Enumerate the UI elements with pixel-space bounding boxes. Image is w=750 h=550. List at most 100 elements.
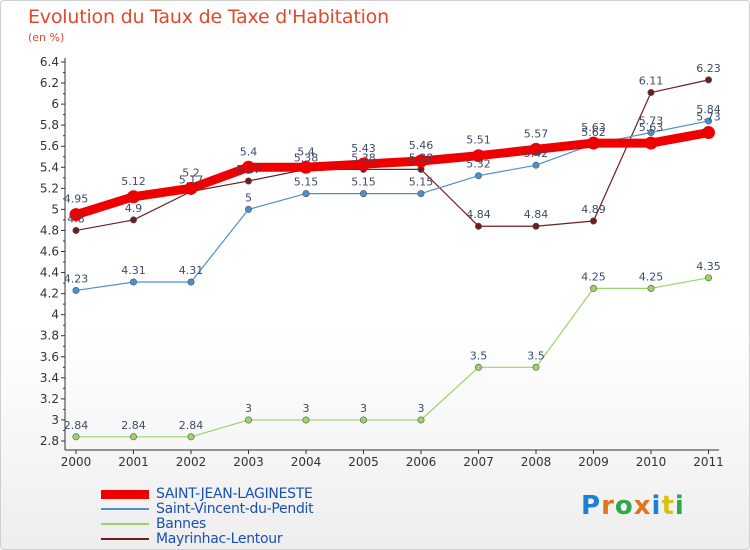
x-tick-label: 2000 [61, 455, 92, 469]
legend-label: Saint-Vincent-du-Pendit [156, 501, 314, 517]
data-point [417, 190, 425, 198]
data-label: 4.23 [64, 272, 89, 285]
data-label: 5.42 [524, 147, 549, 160]
data-label: 4.31 [121, 264, 146, 277]
y-tick-label: 3.4 [40, 371, 59, 385]
data-label: 5.17 [179, 173, 204, 186]
x-tick-label: 2002 [176, 455, 207, 469]
data-label: 3 [245, 402, 252, 415]
y-tick-label: 6.4 [40, 55, 59, 69]
data-label: 5.15 [409, 176, 434, 189]
data-label: 6.23 [696, 62, 721, 75]
data-label: 5.15 [294, 176, 319, 189]
data-label: 4.9 [125, 202, 143, 215]
x-tick-label: 2010 [636, 455, 667, 469]
data-point [647, 89, 655, 97]
logo-letter: t [661, 491, 675, 521]
x-tick-label: 2001 [118, 455, 149, 469]
series-line [74, 128, 710, 219]
data-point [302, 190, 310, 198]
data-point [245, 177, 253, 185]
data-label: 5.57 [524, 127, 549, 140]
chart-unit-label: (en %) [28, 31, 65, 44]
x-tick-label: 2011 [693, 455, 724, 469]
data-label: 5.63 [639, 121, 664, 134]
y-tick-label: 6.2 [40, 76, 59, 90]
data-label: 3 [360, 402, 367, 415]
y-tick-label: 3.6 [40, 350, 59, 364]
data-point [245, 205, 253, 213]
data-point [357, 157, 370, 171]
data-point [245, 416, 253, 424]
logo-letter: P [581, 491, 602, 521]
y-tick-label: 4.2 [40, 287, 59, 301]
series-line [75, 79, 709, 232]
data-point [702, 126, 715, 140]
data-label: 2.84 [121, 419, 146, 432]
data-label: 5.51 [466, 134, 491, 147]
legend-swatch [101, 489, 149, 499]
data-label: 4.84 [524, 208, 549, 221]
data-point [704, 76, 712, 84]
data-label: 4.25 [639, 270, 664, 283]
proxiti-logo: Proxiti [581, 491, 685, 521]
x-tick-label: 2005 [348, 455, 379, 469]
data-point [587, 136, 600, 150]
data-point [704, 117, 712, 125]
data-point [359, 190, 367, 198]
data-point [130, 433, 138, 441]
data-point [529, 142, 543, 156]
data-label: 5.63 [581, 121, 606, 134]
y-tick-label: 4.6 [40, 245, 59, 259]
data-point [72, 226, 80, 234]
data-point [472, 149, 485, 163]
chart-title: Evolution du Taux de Taxe d'Habitation [28, 6, 389, 28]
data-label: 5.32 [466, 158, 491, 171]
data-label: 4.84 [466, 208, 491, 221]
logo-letter: o [614, 491, 634, 521]
y-tick-label: 4.4 [40, 266, 59, 280]
data-point [72, 433, 80, 441]
data-label: 6.11 [639, 75, 664, 88]
y-tick-label: 5.2 [40, 181, 59, 195]
data-point [532, 161, 540, 169]
data-label: 2.84 [64, 419, 89, 432]
data-label: 5.12 [121, 175, 146, 188]
legend-label: Bannes [156, 516, 207, 532]
x-tick-label: 2003 [233, 455, 264, 469]
data-point [704, 274, 712, 282]
data-point [72, 286, 80, 294]
data-label: 5.62 [581, 126, 606, 139]
data-label: 3.5 [527, 349, 545, 362]
data-label: 3 [418, 402, 425, 415]
y-tick-label: 5.4 [40, 160, 59, 174]
logo-letter: x [633, 491, 652, 521]
data-label: 5.84 [696, 103, 721, 116]
data-point [130, 278, 138, 286]
data-label: 4.8 [67, 212, 85, 225]
data-label: 4.89 [581, 203, 606, 216]
data-label: 4.95 [64, 193, 89, 206]
y-tick-label: 4 [51, 308, 59, 322]
data-point [474, 363, 482, 371]
x-tick-label: 2008 [521, 455, 552, 469]
data-point [187, 433, 195, 441]
data-label: 5.2 [182, 166, 200, 179]
data-point [474, 172, 482, 180]
y-tick-label: 3.8 [40, 329, 59, 343]
data-point [589, 217, 597, 225]
data-point [532, 222, 540, 230]
x-tick-label: 2006 [406, 455, 437, 469]
data-point [130, 216, 138, 224]
y-tick-label: 4.8 [40, 223, 59, 237]
data-point [302, 416, 310, 424]
data-label: 4.35 [696, 260, 721, 273]
data-point [417, 416, 425, 424]
data-point [187, 278, 195, 286]
data-label: 5.38 [351, 151, 376, 164]
y-tick-label: 3.2 [40, 392, 59, 406]
data-label: 5.73 [639, 115, 664, 128]
logo-letter: i [651, 491, 662, 521]
y-tick-label: 6 [51, 97, 59, 111]
